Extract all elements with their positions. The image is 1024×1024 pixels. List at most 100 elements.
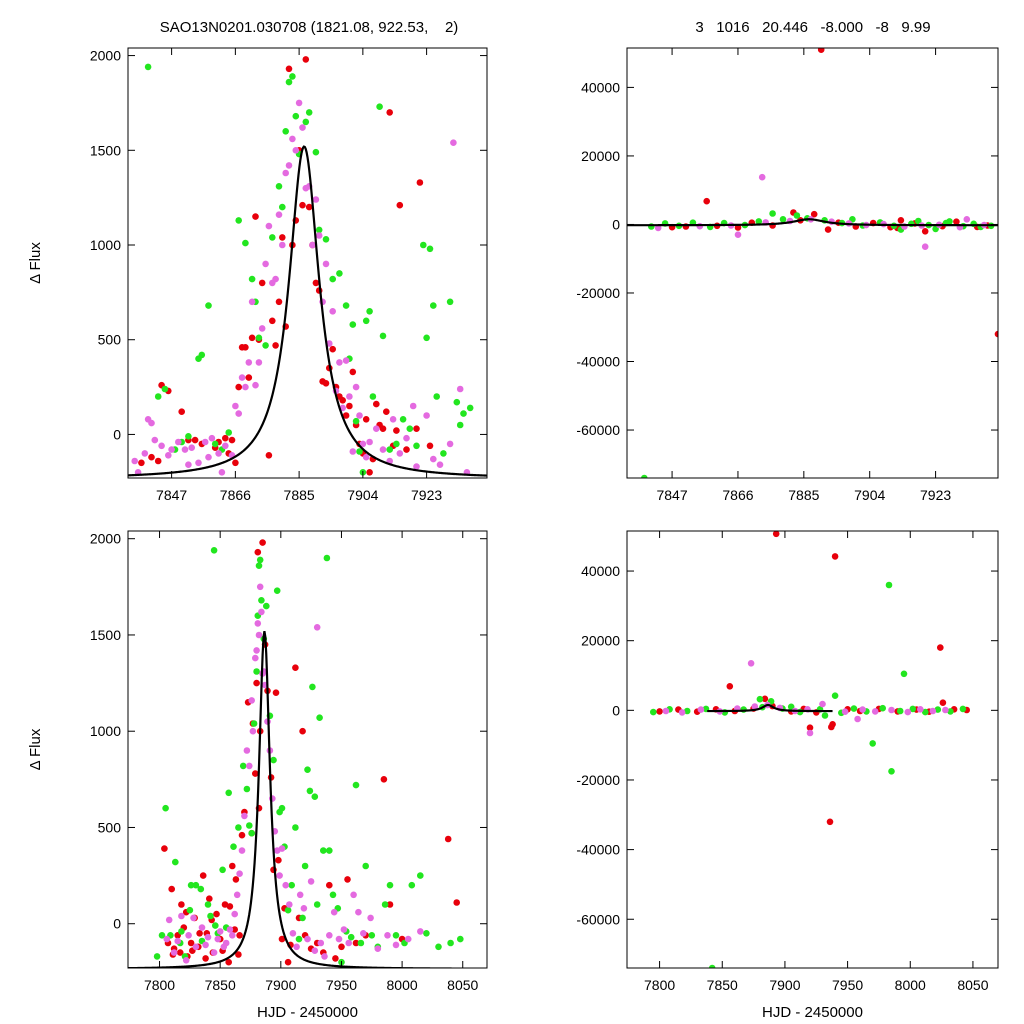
- data-point-green: [435, 943, 442, 951]
- data-point-green: [306, 787, 314, 795]
- data-point-green: [292, 824, 299, 831]
- data-point-magenta: [276, 872, 283, 879]
- data-point-green: [285, 78, 293, 86]
- y-tick-label: -20000: [576, 285, 620, 301]
- data-point-green: [362, 862, 370, 870]
- data-point-green: [959, 705, 967, 713]
- data-point-red: [228, 436, 236, 444]
- data-point-green: [316, 714, 323, 721]
- data-point-magenta: [188, 444, 195, 452]
- data-point-green: [154, 393, 162, 400]
- y-tick-label: 1500: [90, 142, 121, 158]
- data-point-green: [821, 712, 829, 719]
- data-point-magenta: [296, 891, 304, 899]
- data-point-magenta: [168, 446, 175, 453]
- data-point-green: [756, 695, 764, 703]
- data-point-green: [369, 393, 377, 400]
- data-point-green: [153, 953, 161, 960]
- data-point-green: [336, 270, 343, 277]
- data-point-red: [178, 408, 185, 416]
- data-point-green: [349, 321, 357, 328]
- data-point-magenta: [175, 438, 182, 446]
- data-point-magenta: [379, 446, 387, 453]
- data-point-green: [262, 342, 269, 349]
- data-point-red: [259, 539, 266, 546]
- data-point-magenta: [859, 706, 866, 713]
- y-tick-label: -40000: [576, 842, 620, 858]
- x-tick-label: 8050: [447, 977, 478, 993]
- data-point-red: [366, 469, 373, 476]
- data-point-magenta: [202, 941, 209, 949]
- data-point-magenta: [841, 708, 849, 715]
- y-tick-label: 1000: [90, 723, 121, 739]
- data-point-green: [379, 332, 387, 340]
- data-point-green: [683, 707, 691, 715]
- data-point-magenta: [963, 216, 971, 223]
- data-point-red: [206, 895, 213, 902]
- data-point-magenta: [181, 446, 189, 453]
- data-point-magenta: [208, 434, 216, 442]
- x-tick-label: 7847: [656, 487, 687, 503]
- y-tick-label: -60000: [576, 911, 620, 927]
- x-tick-label: 7866: [722, 487, 753, 503]
- data-point-magenta: [734, 231, 742, 238]
- x-tick-label: 7923: [920, 487, 951, 503]
- data-point-magenta: [436, 461, 444, 469]
- data-point-red: [344, 876, 351, 883]
- data-point-magenta: [921, 243, 929, 250]
- data-point-magenta: [204, 933, 212, 941]
- data-point-red: [332, 955, 339, 962]
- data-point-green: [708, 964, 716, 968]
- data-point-red: [191, 436, 199, 444]
- data-point-magenta: [697, 706, 705, 713]
- data-point-magenta: [335, 935, 343, 943]
- data-point-magenta: [367, 914, 374, 922]
- data-point-magenta: [253, 647, 260, 654]
- data-point-red: [831, 553, 839, 560]
- data-point-magenta: [265, 222, 273, 230]
- data-point-green: [301, 862, 309, 870]
- data-point-red: [269, 317, 276, 325]
- y-tick-label: 500: [98, 332, 122, 348]
- data-point-magenta: [178, 912, 185, 920]
- x-tick-label: 7904: [347, 487, 378, 503]
- data-point-green: [408, 881, 416, 889]
- data-point-magenta: [806, 729, 814, 737]
- data-point-red: [342, 412, 350, 419]
- data-point-green: [269, 234, 276, 241]
- data-point-red: [828, 723, 835, 731]
- data-point-green: [460, 410, 467, 417]
- data-point-red: [362, 416, 370, 423]
- data-point-magenta: [403, 434, 410, 442]
- data-point-green: [225, 429, 232, 436]
- data-point-red: [245, 374, 253, 381]
- data-point-magenta: [254, 620, 262, 627]
- panel-bottom-right: 7800 7850 7900 7950 8000 8050 -60000 -40000 -200…: [576, 530, 999, 1021]
- x-tick-label: 8000: [895, 977, 926, 993]
- model-curve: [707, 703, 833, 713]
- data-point-green: [255, 334, 263, 342]
- x-tick-label: 7950: [326, 977, 357, 993]
- data-point-red: [322, 380, 330, 387]
- data-point-green: [447, 939, 454, 947]
- data-point-magenta: [352, 383, 360, 391]
- data-point-magenta: [248, 697, 255, 704]
- data-point-green: [278, 804, 286, 812]
- data-point-magenta: [190, 914, 197, 922]
- data-point-green: [323, 554, 331, 562]
- x-axis-label: HJD - 2450000: [257, 1004, 358, 1021]
- data-point-magenta: [293, 943, 300, 951]
- data-points: [153, 539, 464, 966]
- data-point-red: [253, 679, 260, 687]
- data-point-green: [885, 581, 893, 589]
- data-point-magenta: [282, 169, 290, 177]
- data-point-green: [302, 118, 310, 126]
- data-point-red: [279, 234, 286, 241]
- data-point-green: [850, 705, 858, 712]
- data-point-green: [235, 824, 242, 831]
- data-point-green: [178, 928, 185, 935]
- data-point-magenta: [299, 124, 306, 131]
- data-point-magenta: [413, 463, 420, 470]
- data-point-red: [284, 958, 292, 966]
- data-point-green: [284, 906, 292, 914]
